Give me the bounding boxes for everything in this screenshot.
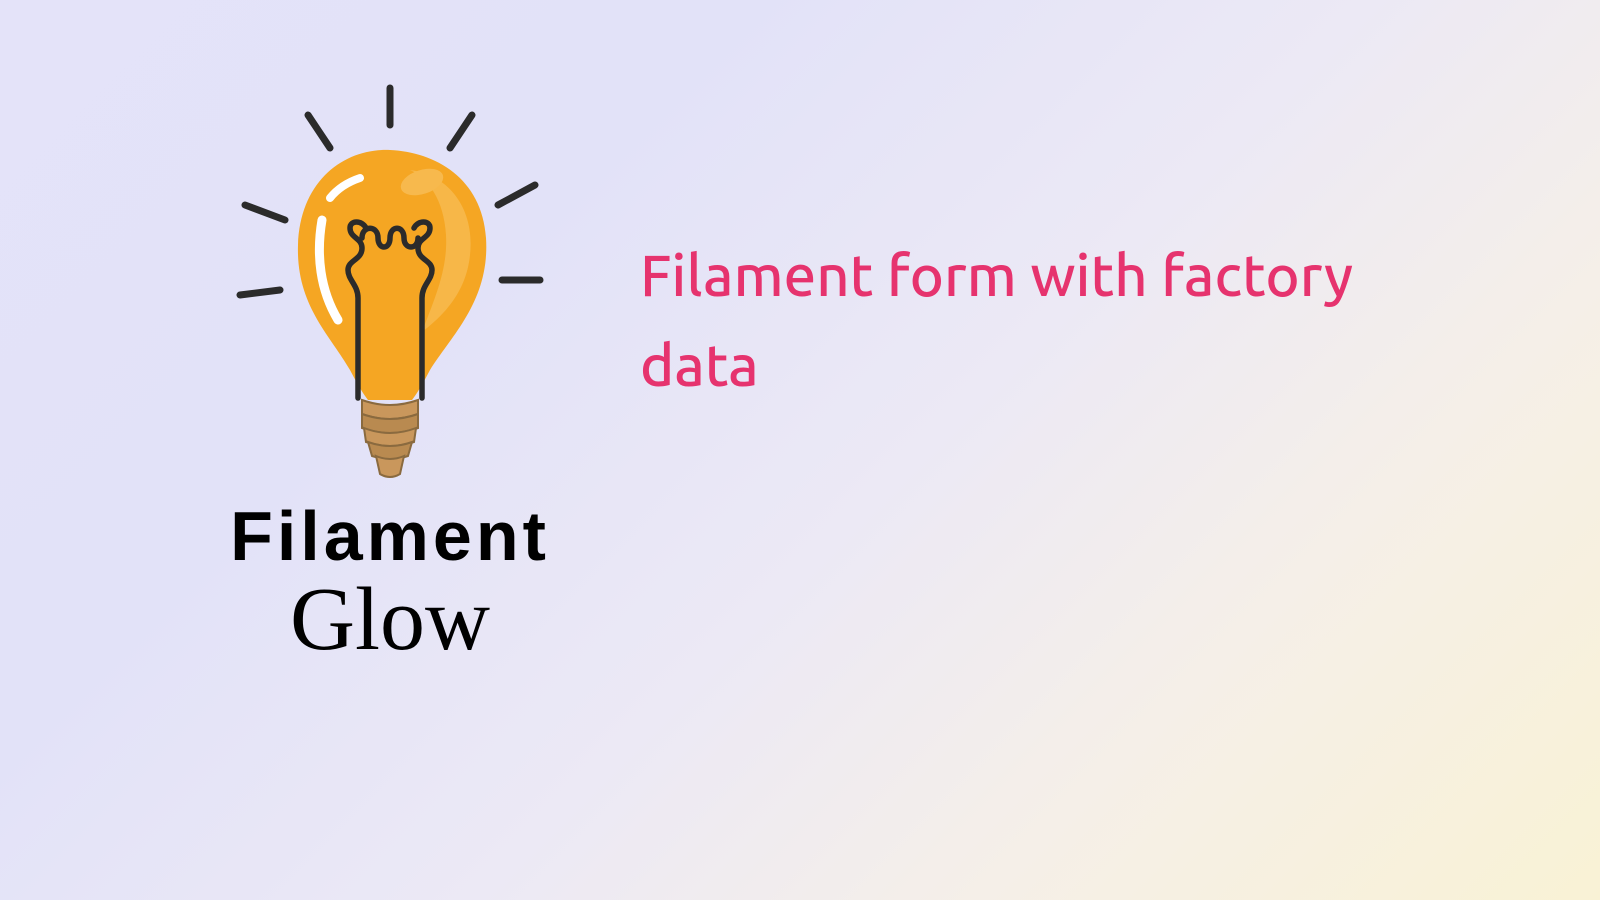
brand-name-line2: Glow — [290, 568, 490, 671]
page-headline: Filament form with factory data — [640, 230, 1400, 410]
brand-name-line1: Filament — [230, 496, 550, 576]
lightbulb-icon — [190, 80, 590, 490]
brand-logo-block: Filament Glow — [180, 80, 600, 671]
